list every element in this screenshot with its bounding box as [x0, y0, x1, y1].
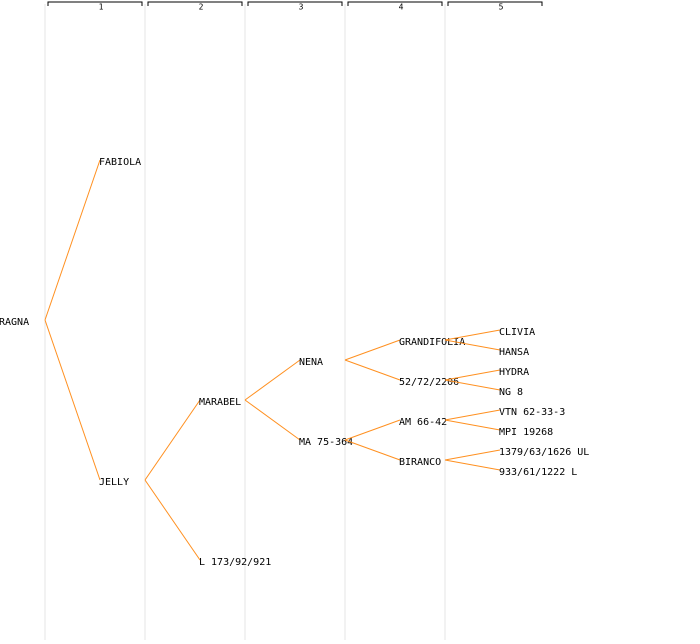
pedigree-node: HYDRA — [499, 367, 529, 378]
pedigree-link — [44, 159, 101, 321]
pedigree-link — [344, 419, 401, 441]
pedigree-link — [444, 449, 501, 461]
pedigree-node: MARABEL — [199, 397, 241, 408]
pedigree-link — [444, 369, 501, 381]
pedigree-node: 933/61/1222 L — [499, 467, 577, 478]
column-bracket — [347, 1, 443, 6]
pedigree-link — [344, 339, 401, 361]
column-bracket — [247, 1, 343, 6]
column-number: 3 — [299, 3, 304, 12]
pedigree-link — [344, 359, 401, 381]
column-bracket — [147, 1, 243, 6]
pedigree-node: MA 75-364 — [299, 437, 353, 448]
pedigree-node: 52/72/2206 — [399, 377, 459, 388]
pedigree-node: JELLY — [99, 477, 129, 488]
pedigree-link — [44, 319, 101, 481]
pedigree-link — [444, 419, 501, 431]
pedigree-node: AM 66-42 — [399, 417, 447, 428]
column-bracket — [47, 1, 143, 6]
pedigree-link — [444, 409, 501, 421]
pedigree-link — [144, 479, 201, 561]
pedigree-link — [444, 329, 501, 341]
column-number: 1 — [99, 3, 104, 12]
pedigree-link — [144, 399, 201, 481]
column-number: 2 — [199, 3, 204, 12]
pedigree-node: 1379/63/1626 UL — [499, 447, 589, 458]
pedigree-link — [244, 399, 301, 441]
pedigree-node: NG 8 — [499, 387, 523, 398]
column-number: 4 — [399, 3, 404, 12]
pedigree-node: MPI 19268 — [499, 427, 553, 438]
pedigree-node: HANSA — [499, 347, 529, 358]
pedigree-node: FABIOLA — [99, 157, 141, 168]
pedigree-node: RAGNA — [0, 317, 29, 328]
pedigree-link — [444, 379, 501, 391]
pedigree-node: NENA — [299, 357, 323, 368]
pedigree-link — [344, 439, 401, 461]
pedigree-node: VTN 62-33-3 — [499, 407, 565, 418]
pedigree-link — [444, 459, 501, 471]
pedigree-node: CLIVIA — [499, 327, 535, 338]
pedigree-link — [444, 339, 501, 351]
pedigree-node: L 173/92/921 — [199, 557, 271, 568]
column-number: 5 — [499, 3, 504, 12]
pedigree-link — [244, 359, 301, 401]
pedigree-node: GRANDIFOLIA — [399, 337, 465, 348]
pedigree-node: BIRANCO — [399, 457, 441, 468]
column-bracket — [447, 1, 543, 6]
